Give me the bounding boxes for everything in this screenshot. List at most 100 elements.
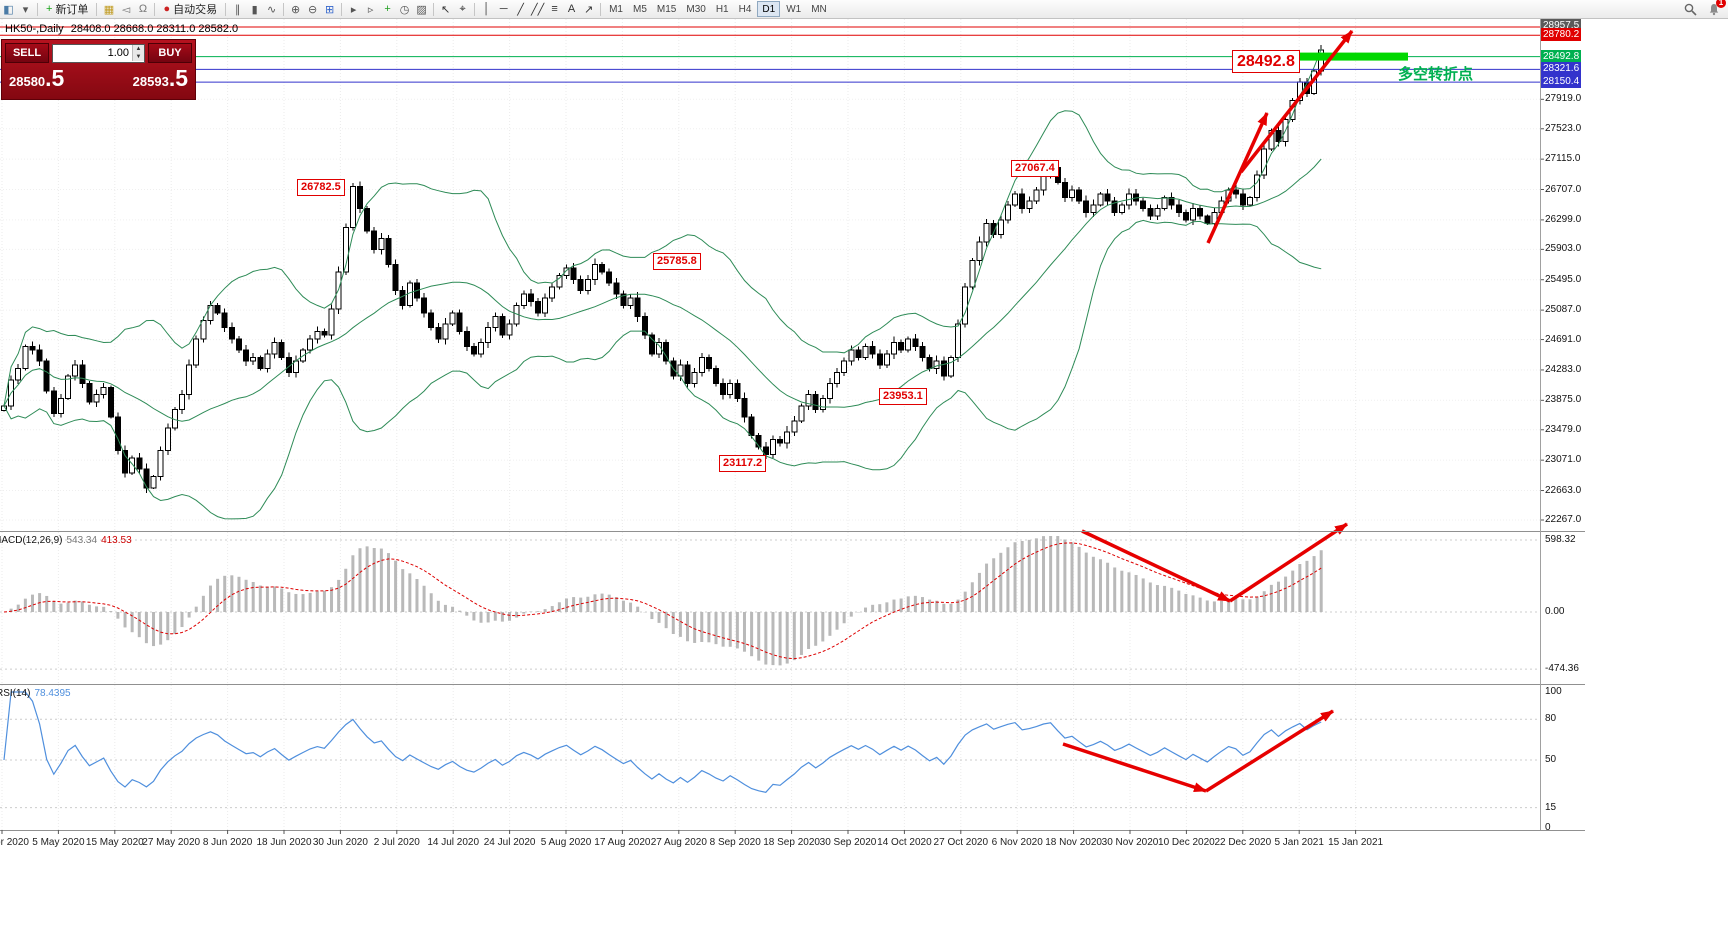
bars-chart-icon-glyph: ∥: [234, 3, 241, 16]
line-chart-icon-glyph: ∿: [266, 3, 277, 16]
new-order-button[interactable]: + 新订单: [41, 1, 93, 17]
x-axis-label: 30 Sep 2020: [819, 837, 877, 848]
x-axis-label: 24 Jul 2020: [483, 837, 536, 848]
toolbar-separator: [283, 2, 285, 16]
chart-shift-icon-glyph: ▹: [367, 3, 374, 16]
macd-scale-tick: 598.32: [1545, 534, 1576, 546]
text-icon[interactable]: A: [563, 1, 580, 17]
rsi-name: RSI(14): [0, 688, 31, 699]
timeframe-button-m1[interactable]: M1: [609, 3, 623, 15]
zoom-in-icon[interactable]: ⊕: [287, 1, 304, 17]
x-axis-label: 2 Jul 2020: [373, 837, 420, 848]
crosshair-icon-glyph: ⌖: [459, 2, 466, 15]
auto-scroll-icon[interactable]: ▸: [345, 1, 362, 17]
speaker-icon[interactable]: ◅: [117, 1, 134, 17]
horizontal-line-icon[interactable]: ─: [495, 1, 512, 17]
price-scale-tick: 24691.0: [1545, 333, 1582, 345]
trendline-icon-glyph: ╱: [517, 3, 524, 16]
periods-icon[interactable]: ◷: [396, 1, 413, 17]
rsi-scale-tick: 0: [1545, 822, 1551, 833]
bars-chart-icon[interactable]: ∥: [229, 1, 246, 17]
volume-field[interactable]: 1.00 ▲ ▼: [52, 43, 145, 63]
timeframe-button-m5[interactable]: M5: [633, 3, 647, 15]
notifications-bell-icon[interactable]: 1: [1705, 0, 1726, 17]
toolbar-right-group: 1: [1682, 0, 1728, 18]
timeframe-button-d1[interactable]: D1: [757, 1, 781, 17]
autotrading-button[interactable]: ● 自动交易: [158, 1, 222, 17]
price-scale-tick: 27523.0: [1545, 122, 1582, 134]
fibonacci-icon[interactable]: ≡: [546, 1, 563, 17]
zoom-out-icon[interactable]: ⊖: [304, 1, 321, 17]
volume-spinner[interactable]: ▲ ▼: [132, 45, 144, 61]
timeframe-button-m15[interactable]: M15: [656, 3, 677, 15]
price-callout: 28492.8: [1232, 50, 1300, 73]
fibonacci-icon-glyph: ≡: [551, 3, 558, 15]
toolbar-separator: [225, 2, 227, 16]
arrows-tool-icon[interactable]: ↗: [580, 1, 597, 17]
macd-signal-value: 413.53: [101, 535, 132, 546]
new-order-glyph: +: [46, 3, 53, 15]
price-scale-tick: 25495.0: [1545, 273, 1582, 285]
timeframe-button-mn[interactable]: MN: [811, 3, 827, 15]
line-chart-icon[interactable]: ∿: [263, 1, 280, 17]
indicators-icon[interactable]: +: [379, 1, 396, 17]
x-axis-label: 18 Nov 2020: [1045, 837, 1102, 848]
volume-decrease-icon[interactable]: ▼: [133, 53, 144, 61]
autotrading-glyph: ●: [163, 3, 171, 15]
volume-increase-icon[interactable]: ▲: [133, 45, 144, 53]
macd-scale-tick: -474.36: [1545, 663, 1579, 675]
trendline-icon[interactable]: ╱: [512, 1, 529, 17]
toolbar-separator: [96, 2, 98, 16]
volume-value[interactable]: 1.00: [107, 47, 129, 59]
price-callout: 23117.2: [719, 455, 767, 472]
price-scale-tick: 27115.0: [1545, 153, 1581, 165]
toolbar-separator: [341, 2, 343, 16]
market-watch-icon[interactable]: ▦: [100, 1, 117, 17]
channel-icon[interactable]: ╱╱: [529, 1, 546, 17]
notification-badge: 1: [1716, 0, 1726, 8]
price-scale-tick: 27919.0: [1545, 93, 1582, 105]
main-toolbar: ◧ ▾ + 新订单 ▦ ◅ Ω ● 自动交易 ∥ ▮ ∿ ⊕ ⊖ ⊞ ▸ ▹ + ◷ ▨ ↖ ⌖ │ ─ ╱ ╱╱ ≡ A ↗ M1 M5 M…: [0, 0, 1728, 19]
sell-price: 28580.5: [9, 65, 65, 91]
cursor-icon[interactable]: ↖: [437, 1, 454, 17]
x-axis-label: 5 Jan 2021: [1274, 837, 1324, 848]
timeframe-button-w1[interactable]: W1: [786, 3, 802, 15]
new-chart-icon[interactable]: ◧: [0, 1, 17, 17]
headset-icon[interactable]: Ω: [134, 1, 151, 17]
candlestick-chart-icon-glyph: ▮: [251, 3, 258, 16]
timeframe-button-m30[interactable]: M30: [686, 3, 706, 15]
chart-profiles-icon[interactable]: ▾: [17, 1, 34, 17]
price-scale-tick: 23071.0: [1545, 454, 1582, 466]
templates-icon-glyph: ▨: [416, 3, 427, 16]
crosshair-icon[interactable]: ⌖: [454, 1, 471, 17]
x-axis-label: 30 Nov 2020: [1101, 837, 1159, 848]
x-axis-label: 15 May 2020: [85, 837, 144, 848]
timeframe-button-h1[interactable]: H1: [715, 3, 729, 15]
x-axis-label: 17 Aug 2020: [594, 837, 651, 848]
macd-main-value: 543.34: [66, 535, 98, 546]
vertical-line-icon-glyph: │: [483, 3, 491, 15]
chart-shift-icon[interactable]: ▹: [362, 1, 379, 17]
buy-button[interactable]: BUY: [148, 43, 192, 63]
auto-scroll-icon-glyph: ▸: [350, 3, 357, 16]
templates-icon[interactable]: ▨: [413, 1, 430, 17]
candlestick-chart-icon[interactable]: ▮: [246, 1, 263, 17]
price-scale-tick: 26707.0: [1545, 183, 1582, 195]
speaker-icon-glyph: ◅: [121, 3, 131, 16]
tile-windows-icon[interactable]: ⊞: [321, 1, 338, 17]
vertical-line-icon[interactable]: │: [478, 1, 495, 17]
sell-button[interactable]: SELL: [5, 43, 49, 63]
chart-title: HK50-,Daily 28408.0 28668.0 28311.0 2858…: [5, 23, 238, 35]
price-scale-tick: 26299.0: [1545, 213, 1582, 225]
price-callout: 25785.8: [653, 253, 701, 270]
rsi-scale-tick: 50: [1545, 754, 1557, 765]
macd-name: MACD(12,26,9): [0, 535, 63, 546]
rsi-scale-tick: 15: [1545, 801, 1557, 813]
search-icon[interactable]: [1682, 1, 1699, 17]
arrows-tool-icon-glyph: ↗: [583, 3, 594, 16]
timeframe-button-h4[interactable]: H4: [738, 3, 752, 15]
rsi-scale-tick: 80: [1545, 713, 1557, 725]
rsi-value: 78.4395: [34, 688, 71, 699]
price-scale-tick: 23875.0: [1545, 394, 1582, 406]
